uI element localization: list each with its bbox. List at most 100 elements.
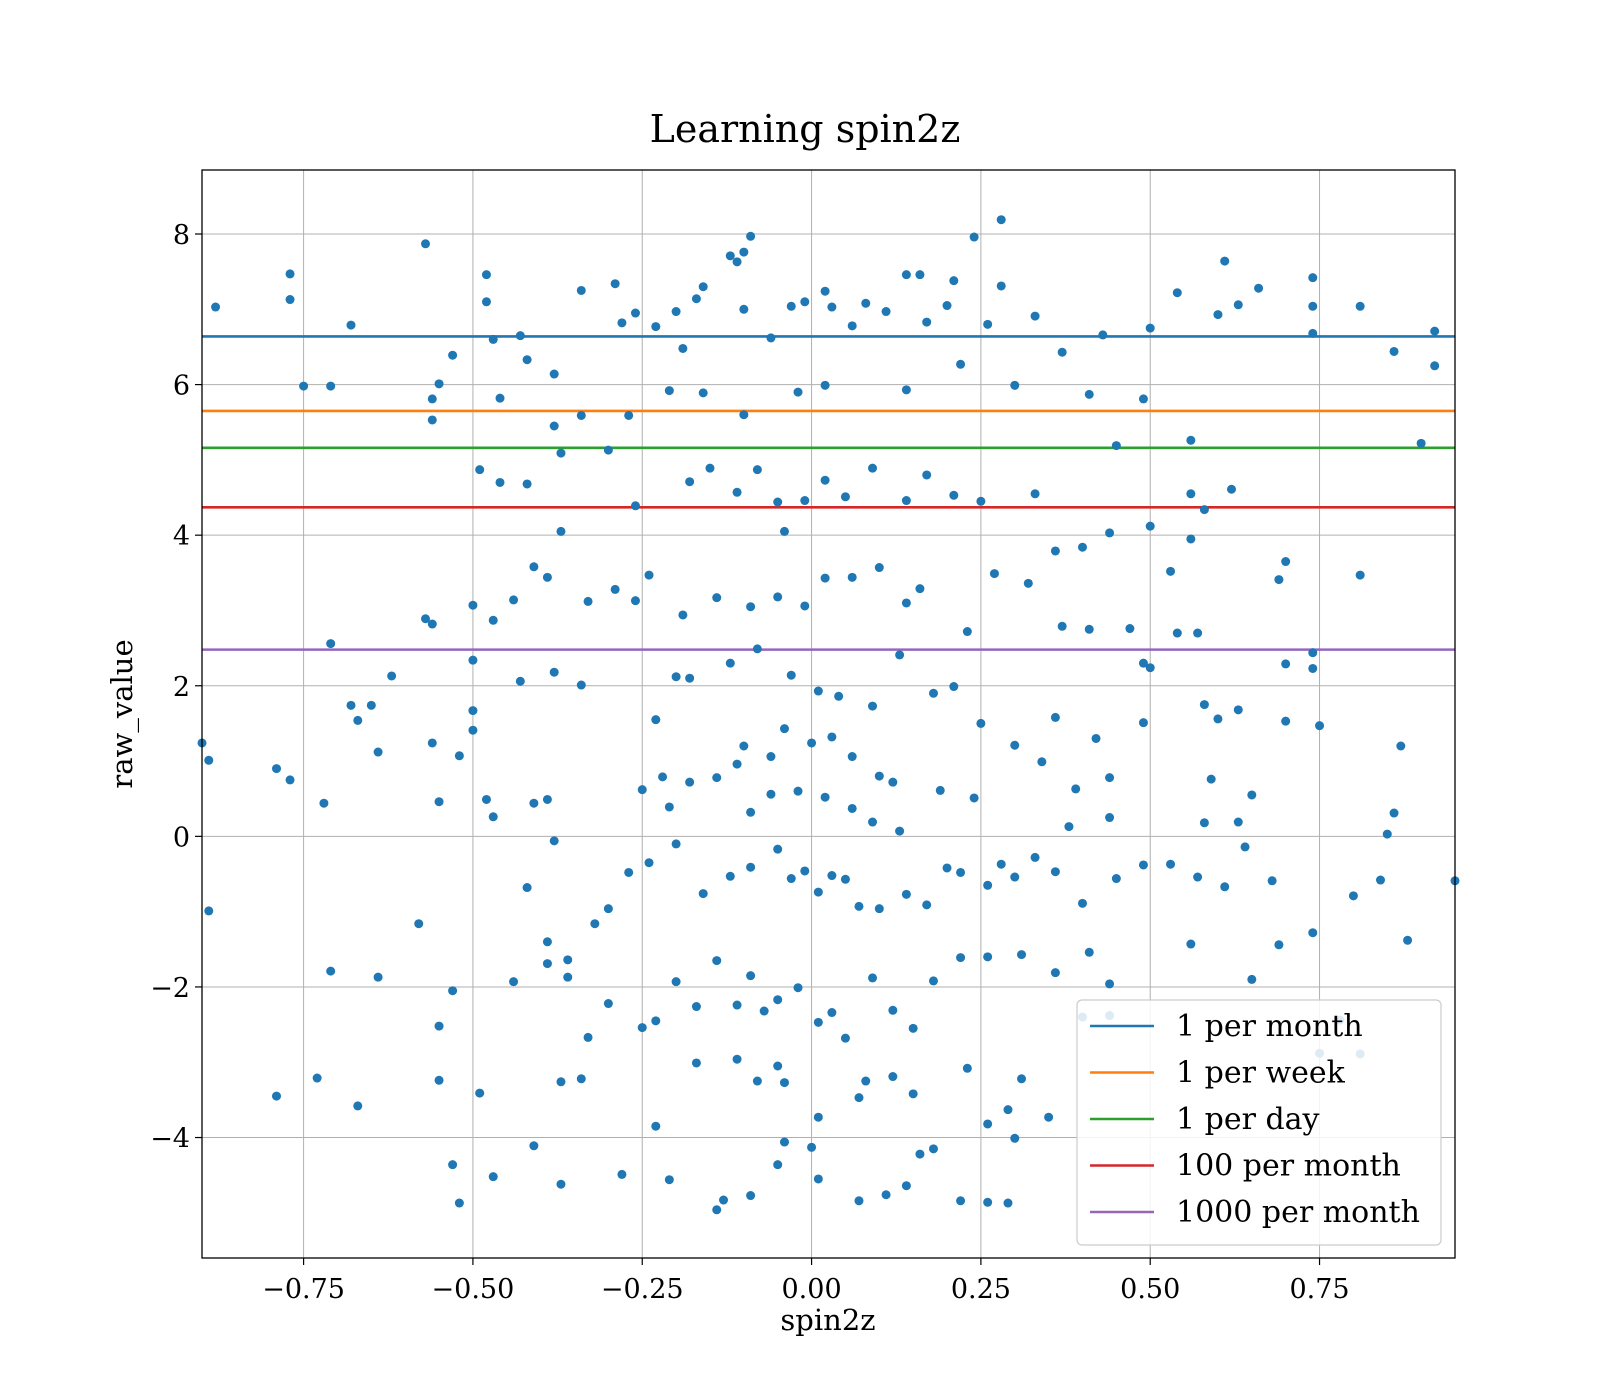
scatter-point [739,304,749,314]
scatter-point [989,569,999,579]
x-axis-ticks: −0.75 −0.50 −0.25 0.00 0.25 0.50 0.75 [262,1258,1350,1305]
scatter-point [1281,716,1291,726]
scatter-point [773,844,783,854]
scatter-point [488,1172,498,1182]
scatter-point [712,773,722,783]
scatter-point [1274,940,1284,950]
x-tick-label: −0.75 [262,1274,345,1305]
scatter-point [685,777,695,787]
scatter-point [556,448,566,458]
scatter-point [888,1005,898,1015]
scatter-point [1389,808,1399,818]
scatter-point [454,751,464,761]
scatter-point [1010,380,1020,390]
scatter-point [1308,663,1318,673]
scatter-point [1037,757,1047,767]
scatter-point [204,755,214,765]
scatter-point [1084,947,1094,957]
scatter-point [1003,1105,1013,1115]
scatter-point [285,269,295,279]
scatter-point [861,298,871,308]
scatter-point [644,858,654,868]
scatter-point [732,1000,742,1010]
scatter-point [983,319,993,329]
scatter-point [813,887,823,897]
scatter-point [610,279,620,289]
scatter-point [1105,979,1115,989]
scatter-point [847,803,857,813]
scatter-point [1105,528,1115,538]
scatter-point [739,741,749,751]
scatter-point [739,247,749,257]
scatter-point [1064,822,1074,832]
scatter-point [820,380,830,390]
scatter-point [956,867,966,877]
scatter-point [732,487,742,497]
scatter-point [827,732,837,742]
scatter-point [211,302,221,312]
scatter-point [563,955,573,965]
scatter-point [901,496,911,506]
scatter-point [1050,546,1060,556]
scatter-point [1023,578,1033,588]
scatter-point [1226,484,1236,494]
scatter-point [976,496,986,506]
scatter-point [427,738,437,748]
scatter-point [746,807,756,817]
scatter-point [1010,872,1020,882]
scatter-point [434,797,444,807]
scatter-point [793,983,803,993]
scatter-point [285,295,295,305]
scatter-point [1030,489,1040,499]
scatter-point [732,759,742,769]
scatter-point [658,772,668,782]
scatter-point [901,889,911,899]
scatter-point [1193,628,1203,638]
scatter-point [617,318,627,328]
scatter-point [326,639,336,649]
scatter-point [976,718,986,728]
scatter-point [1125,624,1135,634]
scatter-point [1186,435,1196,445]
scatter-point [542,794,552,804]
scatter-point [1017,950,1027,960]
scatter-point [488,812,498,822]
scatter-point [752,465,762,475]
scatter-point [1233,300,1243,310]
scatter-point [475,1088,485,1098]
scatter-point [868,817,878,827]
scatter-point [509,595,519,605]
scatter-point [725,658,735,668]
scatter-point [427,415,437,425]
scatter-point [1267,876,1277,886]
scatter-point [542,959,552,969]
scatter-point [746,862,756,872]
scatter-point [901,598,911,608]
scatter-point [1050,968,1060,978]
scatter-point [651,715,661,725]
scatter-point [272,1091,282,1101]
y-axis-label: raw_value [105,639,140,788]
scatter-point [1375,875,1385,885]
scatter-point [996,281,1006,291]
scatter-point [1308,273,1318,283]
scatter-point [813,1174,823,1184]
x-axis-label: spin2z [780,1303,875,1337]
scatter-point [725,251,735,261]
scatter-point [888,777,898,787]
scatter-point [1091,733,1101,743]
scatter-point [204,906,214,916]
scatter-point [746,971,756,981]
plot-frame [201,169,1456,1259]
scatter-point [529,562,539,572]
scatter-point [522,883,532,893]
scatter-point [949,490,959,500]
scatter-point [766,752,776,762]
scatter-point [1010,1133,1020,1143]
scatter-point [1010,740,1020,750]
scatter-point [779,1137,789,1147]
scatter-point [698,282,708,292]
scatter-point [861,1076,871,1086]
scatter-point [712,593,722,603]
scatter-point [705,463,715,473]
